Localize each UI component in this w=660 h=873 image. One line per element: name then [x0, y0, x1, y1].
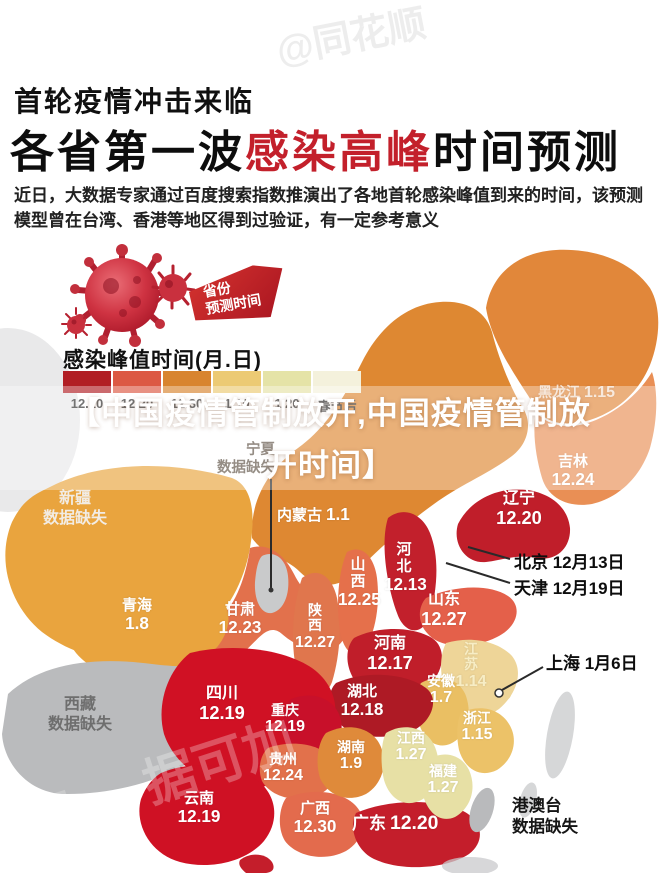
- overlay-headline-line2: 开时间】: [266, 448, 394, 483]
- region-shanxi: [338, 549, 378, 655]
- border-shadow-west: [0, 328, 80, 512]
- legend-swatch: [263, 371, 311, 393]
- region-qinghai: [65, 583, 229, 677]
- legend-swatch: [313, 371, 361, 393]
- legend-stop-label: 12.20: [120, 396, 154, 411]
- overlay-wash-band: [0, 386, 660, 490]
- overlay-headline: 【中国疫情管制放开,中国疫情管制放 开时间】: [0, 388, 660, 492]
- legend-swatch: [113, 371, 161, 393]
- virus-texture: [103, 276, 141, 317]
- region-hainan: [239, 854, 274, 873]
- subtitle-text: 近日，大数据专家通过百度搜索指数推演出了各地首轮感染峰值到来的时间，该预测模型曾…: [14, 186, 643, 230]
- region-jilin: [534, 372, 657, 505]
- title-pre: 各省第一波: [10, 128, 245, 177]
- title-post: 时间预测: [433, 128, 621, 177]
- virus-icon: [61, 244, 196, 347]
- legend-stop-label: 1.10: [224, 396, 250, 411]
- region-neimenggu: [251, 301, 528, 585]
- overlay-headline-line1: 【中国疫情管制放开,中国疫情管制放: [69, 396, 591, 431]
- legend-swatches: [63, 371, 361, 393]
- virus-medium: [151, 264, 196, 310]
- region-fujian: [421, 754, 473, 819]
- shanghai-marker: [494, 688, 504, 698]
- region-shandong: [419, 587, 517, 646]
- virus-body-large: [85, 258, 159, 332]
- legend-swatch: [163, 371, 211, 393]
- page-title: 各省第一波感染高峰时间预测: [10, 116, 621, 180]
- region-zhejiang: [457, 708, 514, 774]
- region-guizhou: [259, 743, 336, 799]
- kicker-title: 首轮疫情冲击来临: [14, 86, 255, 117]
- region-hebei: [384, 512, 437, 631]
- region-hunan: [317, 727, 384, 798]
- legend-stop-label: 12.10: [70, 396, 104, 411]
- virus-small: [61, 307, 92, 339]
- callout-lines: [270, 479, 544, 691]
- region-hubei: [329, 674, 434, 737]
- region-taiwan: [469, 787, 495, 833]
- legend-labels: 12.10 12.20 12.30 1.10 1.20 春节后: [63, 396, 361, 415]
- region-liaoning: [456, 489, 571, 563]
- title-highlight: 感染高峰: [245, 128, 433, 177]
- ningxia-marker: [268, 587, 274, 593]
- region-yunnan: [139, 764, 275, 866]
- region-guangxi: [279, 791, 364, 857]
- legend-title: 感染峰值时间(月.日): [63, 349, 262, 372]
- legend-swatch: [213, 371, 261, 393]
- sea-shadows: [442, 691, 575, 873]
- legend-swatch: [63, 371, 111, 393]
- legend-stop-label: 12.30: [170, 396, 204, 411]
- legend-stop-label: 春节后: [317, 399, 357, 414]
- region-heilongjiang: [486, 249, 659, 424]
- legend-stop-label: 1.20: [274, 396, 300, 411]
